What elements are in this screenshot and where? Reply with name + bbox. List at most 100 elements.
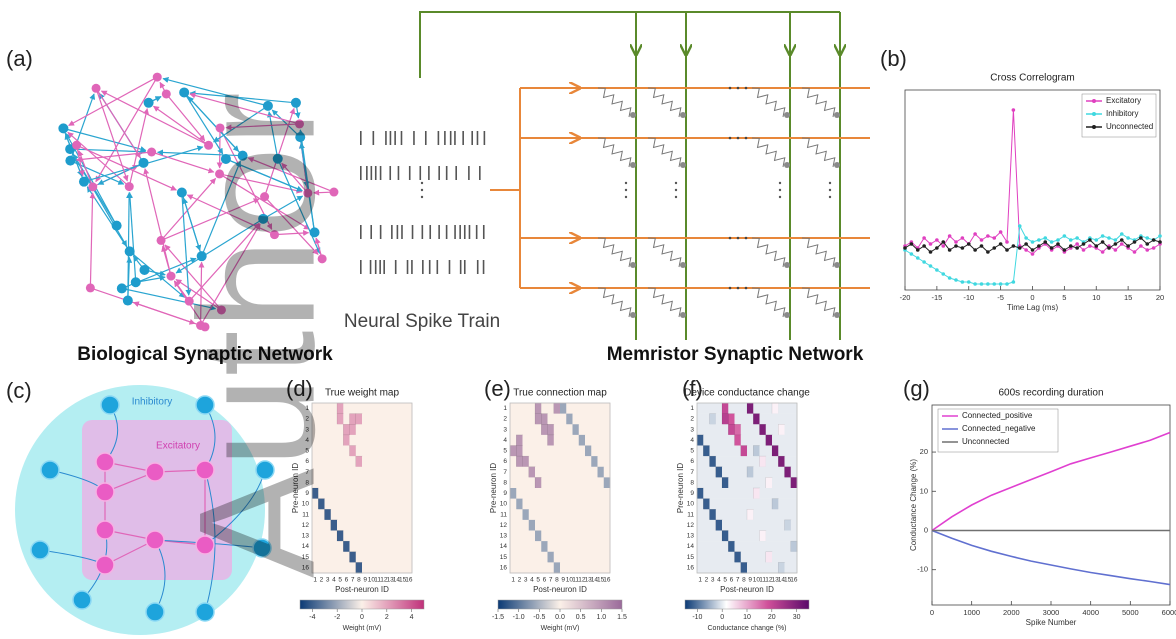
legend-label: Excitatory xyxy=(1106,96,1141,105)
heatmap-cell xyxy=(759,413,767,425)
heatmap-cell xyxy=(597,530,605,542)
heatmap-cell xyxy=(522,488,530,499)
heatmap-cell xyxy=(790,498,798,510)
memristor xyxy=(751,87,786,118)
heatmap-cell xyxy=(709,498,717,510)
heatmap-cell xyxy=(740,541,748,553)
heatmap-cell xyxy=(566,562,573,574)
heatmap-cell xyxy=(541,434,548,446)
series-marker xyxy=(941,240,946,244)
series-marker xyxy=(935,238,939,242)
heatmap-cell xyxy=(572,466,580,478)
x-tick-label: 16 xyxy=(603,577,611,584)
heatmap-cell xyxy=(696,434,704,447)
heatmap-cell xyxy=(541,456,548,468)
heatmap-cell xyxy=(591,562,598,574)
heatmap-cell xyxy=(591,424,598,436)
heatmap-cell xyxy=(566,541,573,553)
heatmap-cell xyxy=(759,498,767,510)
network-node xyxy=(295,132,306,143)
heatmap-cell xyxy=(405,498,413,510)
heatmap-cell xyxy=(528,424,536,436)
ellipsis-dot xyxy=(624,188,628,192)
x-tick-label: 11 xyxy=(572,577,579,584)
series-marker xyxy=(1126,236,1130,240)
heatmap-cell xyxy=(728,424,736,436)
heatmap-cell xyxy=(703,466,710,478)
heatmap-cell xyxy=(509,445,517,457)
heatmap-cell xyxy=(343,413,350,425)
heatmap-cell xyxy=(728,434,735,446)
heatmap-cell xyxy=(312,541,319,553)
heatmap-cell xyxy=(572,551,580,563)
heatmap-cell xyxy=(393,456,400,468)
heatmap-cell xyxy=(734,445,742,457)
heatmap-cell xyxy=(740,562,748,574)
ellipsis-dot xyxy=(728,136,732,140)
heatmap-cell xyxy=(603,541,611,553)
spike xyxy=(360,225,362,239)
x-tick-label: 15 xyxy=(784,577,792,584)
series-marker xyxy=(979,238,984,242)
legend-marker xyxy=(1092,125,1096,129)
series-marker xyxy=(1113,248,1118,252)
heatmap-cell xyxy=(721,477,729,489)
network-node xyxy=(196,251,207,262)
spike xyxy=(389,131,392,145)
heatmap-cell xyxy=(759,551,767,563)
heatmap-cell xyxy=(578,551,586,563)
heatmap-cell xyxy=(355,551,363,563)
heatmap-cell xyxy=(399,466,407,478)
heatmap-cell xyxy=(393,488,400,499)
network-node xyxy=(258,213,269,224)
heatmap-cell xyxy=(709,413,717,425)
heatmap-cell xyxy=(747,498,754,510)
panel-label: (g) xyxy=(903,376,930,401)
heatmap-cell xyxy=(597,498,605,510)
heatmap-cell xyxy=(399,456,407,468)
ellipsis-dot xyxy=(744,86,748,90)
heatmap-cell xyxy=(405,477,413,489)
heatmap-cell xyxy=(405,456,413,468)
heatmap-cell xyxy=(541,424,549,436)
spike xyxy=(459,225,461,239)
heatmap-cell xyxy=(721,402,729,415)
heatmap-cell xyxy=(387,403,394,414)
x-tick-label: 11 xyxy=(759,577,766,584)
spike xyxy=(379,166,382,180)
heatmap-cell xyxy=(362,466,369,478)
heatmap-cell xyxy=(399,413,407,425)
excitatory-node xyxy=(195,535,215,555)
heatmap-cell xyxy=(603,477,611,489)
heatmap-cell xyxy=(728,562,735,574)
heatmap-cell xyxy=(697,519,704,531)
series-marker xyxy=(915,256,920,260)
heatmap-cell xyxy=(547,445,555,457)
heatmap-cell xyxy=(535,424,542,436)
heatmap-cell xyxy=(541,488,548,499)
network-edge xyxy=(164,244,222,311)
x-tick-label: 0 xyxy=(1030,293,1034,302)
heatmap-cell xyxy=(703,519,710,531)
heatmap-cell xyxy=(541,445,548,457)
heatmap-cell xyxy=(703,530,710,542)
panel-label: (f) xyxy=(682,376,703,401)
heatmap-cell xyxy=(747,445,754,457)
network-edge xyxy=(271,109,301,138)
heatmap-cell xyxy=(765,519,773,531)
panel-label: (d) xyxy=(286,376,313,401)
network-node xyxy=(317,254,327,264)
excitatory-node xyxy=(95,452,115,472)
series-marker xyxy=(1113,238,1118,242)
panel-label: (e) xyxy=(484,376,511,401)
heatmap-cell xyxy=(753,530,760,542)
heatmap-cell xyxy=(703,551,710,563)
heatmap-cell xyxy=(578,477,586,489)
heatmap-cell xyxy=(387,530,394,542)
heatmap-cell xyxy=(349,403,357,414)
network-edge xyxy=(76,145,85,177)
heatmap-cell xyxy=(597,562,605,574)
heatmap-cell xyxy=(790,445,798,457)
network-node xyxy=(143,97,154,108)
heatmap-cell xyxy=(528,519,536,531)
